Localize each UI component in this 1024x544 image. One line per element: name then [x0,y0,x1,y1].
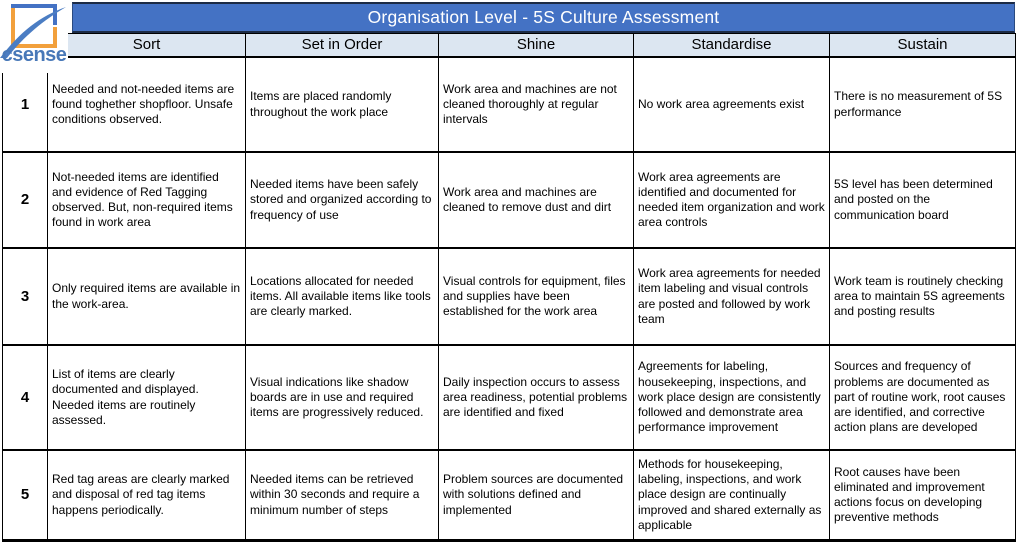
cell-3-sustain: Work team is routinely checking area to … [830,249,1015,346]
cell-1-sort: Needed and not-needed items are found to… [48,58,246,153]
row-level-1: 1 [3,58,48,153]
csense-logo-icon [0,4,66,58]
cell-4-shine: Daily inspection occurs to assess area r… [439,346,634,451]
csense-logo: csense [0,0,68,73]
cell-2-sustain: 5S level has been determined and posted … [830,153,1015,249]
cell-4-standardise: Agreements for labeling, housekeeping, i… [634,346,830,451]
title-bar: Organisation Level - 5S Culture Assessme… [72,2,1015,33]
column-header-set-in-order: Set in Order [246,34,439,58]
csense-logo-text: csense [1,44,67,66]
cell-4-sustain: Sources and frequency of problems are do… [830,346,1015,451]
cell-5-shine: Problem sources are documented with solu… [439,451,634,539]
cell-1-sustain: There is no measurement of 5S performanc… [830,58,1015,153]
cell-1-set-in-order: Items are placed randomly throughout the… [246,58,439,153]
cell-2-standardise: Work area agreements are identified and … [634,153,830,249]
cell-5-standardise: Methods for housekeeping, labeling, insp… [634,451,830,539]
cell-5-sustain: Root causes have been eliminated and imp… [834,464,985,525]
column-header-standardise: Standardise [634,34,830,58]
cell-4-set-in-order: Visual indications like shadow boards ar… [246,346,439,451]
cell-5-set-in-order: Needed items can be retrieved within 30 … [246,451,439,539]
cell-2-sort: Not-needed items are identified and evid… [48,153,246,249]
cell-3-set-in-order: Locations allocated for needed items. Al… [246,249,439,346]
cell-3-sort: Only required items are available in the… [48,249,246,346]
cell-1-standardise: No work area agreements exist [634,58,830,153]
column-header-shine: Shine [439,34,634,58]
page-title: Organisation Level - 5S Culture Assessme… [367,7,720,27]
column-header-sustain: Sustain [830,34,1015,58]
cell-4-sort: List of items are clearly documented and… [48,346,246,451]
cell-3-shine: Visual controls for equipment, files and… [439,249,634,346]
cell-3-standardise: Work area agreements for needed item lab… [634,249,830,346]
cell-5-sort: Red tag areas are clearly marked and dis… [48,451,246,539]
column-header-sort: Sort [48,34,246,58]
cell-1-shine: Work area and machines are not cleaned t… [439,58,634,153]
row-level-4: 4 [3,346,48,451]
row-level-3: 3 [3,249,48,346]
row-level-2: 2 [3,153,48,249]
assessment-table: Sort Set in Order Shine Standardise Sust… [2,33,1016,542]
cell-2-shine: Work area and machines are cleaned to re… [439,153,634,249]
row-level-5: 5 [3,451,48,539]
cell-2-set-in-order: Needed items have been safely stored and… [246,153,439,249]
